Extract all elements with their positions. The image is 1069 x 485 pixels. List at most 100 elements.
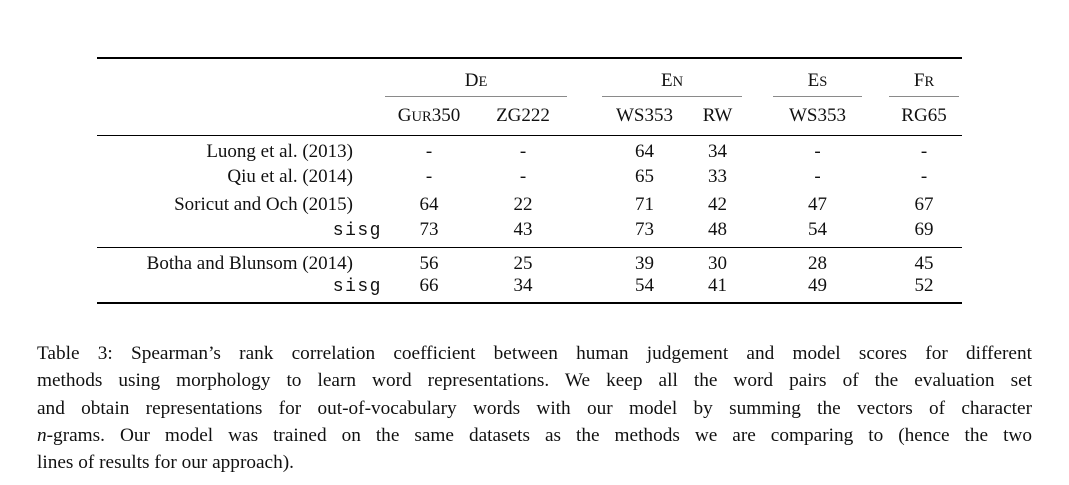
method-label-sisg: sisg [332,221,382,242]
empty-corner-cell [97,97,382,136]
lang-cap: E [807,70,820,91]
table-row: sisg 66 34 54 41 49 52 [97,275,962,303]
value-cell: 25 [513,252,533,274]
spacer-cell [570,97,599,136]
row-label-cell: Luong et al. (2013) [97,135,382,163]
lang-label: EN [602,70,742,97]
spacer-cell [745,135,770,163]
table-row: Botha and Blunsom (2014) 56 25 39 30 28 … [97,247,962,275]
value-cell: 67 [914,194,934,215]
spacer-cell [570,163,599,191]
value-cell: 42 [708,194,727,215]
value-cell: 64 [419,194,439,215]
value-cell: - [920,166,928,187]
ds-cap: WS [616,104,645,126]
value-cell: - [519,166,527,187]
value-cell: 54 [770,219,865,248]
lang-label: ES [773,70,862,97]
table-caption: Table 3: Spearman’s rank correlation coe… [37,340,1032,476]
caption-line: and obtain representations for out-of-vo… [37,397,1032,419]
ds-rest: 222 [521,104,550,126]
spacer-cell [570,191,599,219]
value-cell: 66 [419,275,439,296]
spacer-cell [865,163,886,191]
spacer-cell [865,97,886,136]
ds-cap: ZG [496,104,522,126]
lang-label: DE [385,70,567,97]
ds-rest: 353 [817,104,847,126]
value-cell: - [519,140,527,162]
method-label: Luong et al. (2013) [206,140,353,162]
spacer-cell [745,191,770,219]
ds-cap: WS [789,104,818,126]
spacer-cell [865,247,886,275]
value-cell: 48 [690,219,745,248]
lang-header-de: DE [382,58,570,97]
dataset-header-rg65: RG65 [886,97,962,136]
row-label-cell: sisg [97,219,382,248]
value-cell: 54 [635,275,654,296]
table-row: Soricut and Och (2015) 64 22 71 42 47 67 [97,191,962,219]
spacer-cell [865,275,886,303]
value-cell: 47 [808,194,827,215]
dataset-header-ws353-es: WS353 [770,97,865,136]
value-cell: 69 [886,219,962,248]
ds-rest: 350 [431,104,461,126]
dataset-header-zg222: ZG222 [476,97,570,136]
ds-cap: G [397,104,412,126]
results-table: DE EN ES FR GUR350 ZG222 WS353 RW WS353 [97,57,962,304]
ds-smallcaps: UR [411,108,432,125]
value-cell: 52 [914,275,934,296]
spacer-cell [570,58,599,97]
value-cell: 56 [419,252,439,274]
spacer-cell [570,135,599,163]
spacer-cell [865,135,886,163]
ds-rest: 65 [927,104,947,126]
value-cell: - [814,140,821,162]
value-cell: - [425,166,433,187]
value-cell: 43 [476,219,570,248]
method-label: Qiu et al. (2014) [227,166,353,187]
value-cell: 34 [708,140,727,162]
language-header-row: DE EN ES FR [97,58,962,97]
spacer-cell [745,58,770,97]
caption-line: Table 3: Spearman’s rank correlation coe… [37,343,1032,364]
lang-cap: F [913,70,925,91]
row-label-cell: Soricut and Och (2015) [97,191,382,219]
value-cell: 49 [808,275,827,296]
lang-smallcaps: E [478,74,488,90]
method-label: Botha and Blunsom (2014) [146,252,353,274]
spacer-cell [865,219,886,248]
table-row: sisg 73 43 73 48 54 69 [97,219,962,248]
lang-header-en: EN [599,58,745,97]
value-cell: 30 [708,252,727,274]
value-cell: - [920,140,928,162]
method-label-sisg: sisg [332,277,382,297]
spacer-cell [570,275,599,303]
spacer-cell [865,58,886,97]
value-cell: 34 [513,275,533,296]
value-cell: - [425,140,433,162]
value-cell: 45 [914,252,934,274]
dataset-header-rw: RW [690,97,745,136]
row-label-cell: Qiu et al. (2014) [97,163,382,191]
caption-italic-n: n [37,424,47,446]
caption-line: methods using morphology to learn word r… [37,370,1032,392]
value-cell: 39 [635,252,654,274]
caption-line: lines of results for our approach). [37,452,295,474]
spacer-cell [865,191,886,219]
value-cell: 28 [808,252,827,274]
caption-line: n-grams. Our model was trained on the sa… [37,422,1032,449]
value-cell: 22 [513,194,533,215]
lang-cap: D [464,70,479,91]
spacer-cell [570,247,599,275]
lang-cap: E [660,70,673,91]
dataset-header-ws353-en: WS353 [599,97,690,136]
table-row: Qiu et al. (2014) - - 65 33 - - [97,163,962,191]
lang-label: FR [889,70,959,97]
value-cell: 64 [635,140,654,162]
spacer-cell [745,247,770,275]
value-cell: 73 [599,219,690,248]
value-cell: 71 [635,194,654,215]
